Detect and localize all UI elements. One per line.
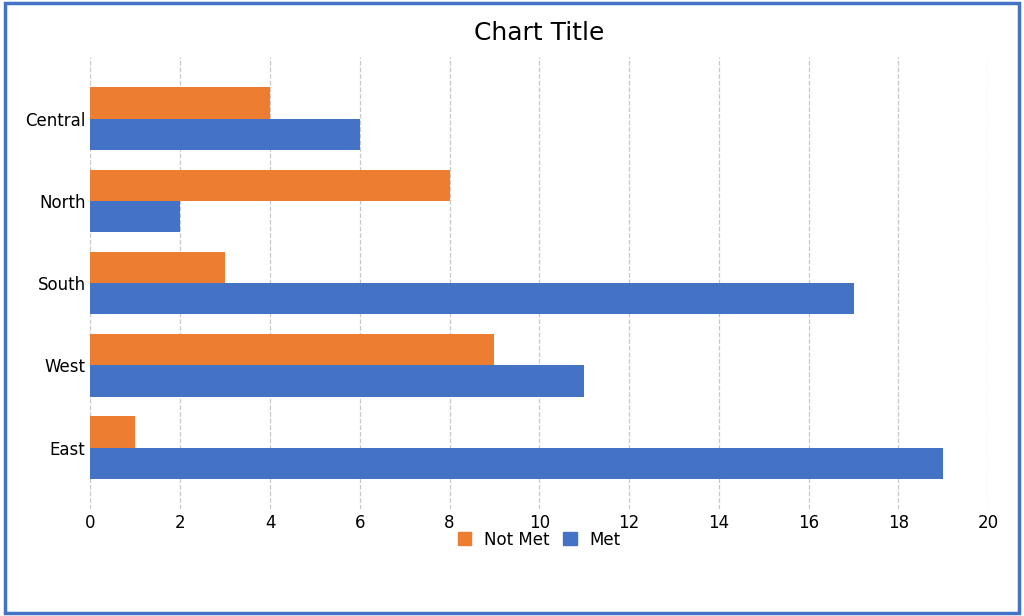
Title: Chart Title: Chart Title: [474, 21, 604, 45]
Legend: Not Met, Met: Not Met, Met: [451, 524, 628, 555]
Bar: [90, 283, 854, 314]
Bar: [90, 416, 135, 448]
Bar: [90, 169, 450, 201]
Bar: [90, 87, 270, 118]
Bar: [90, 448, 943, 479]
Bar: [90, 118, 359, 150]
Bar: [90, 252, 225, 283]
Bar: [90, 201, 180, 232]
Bar: [90, 334, 495, 365]
Bar: [90, 365, 585, 397]
